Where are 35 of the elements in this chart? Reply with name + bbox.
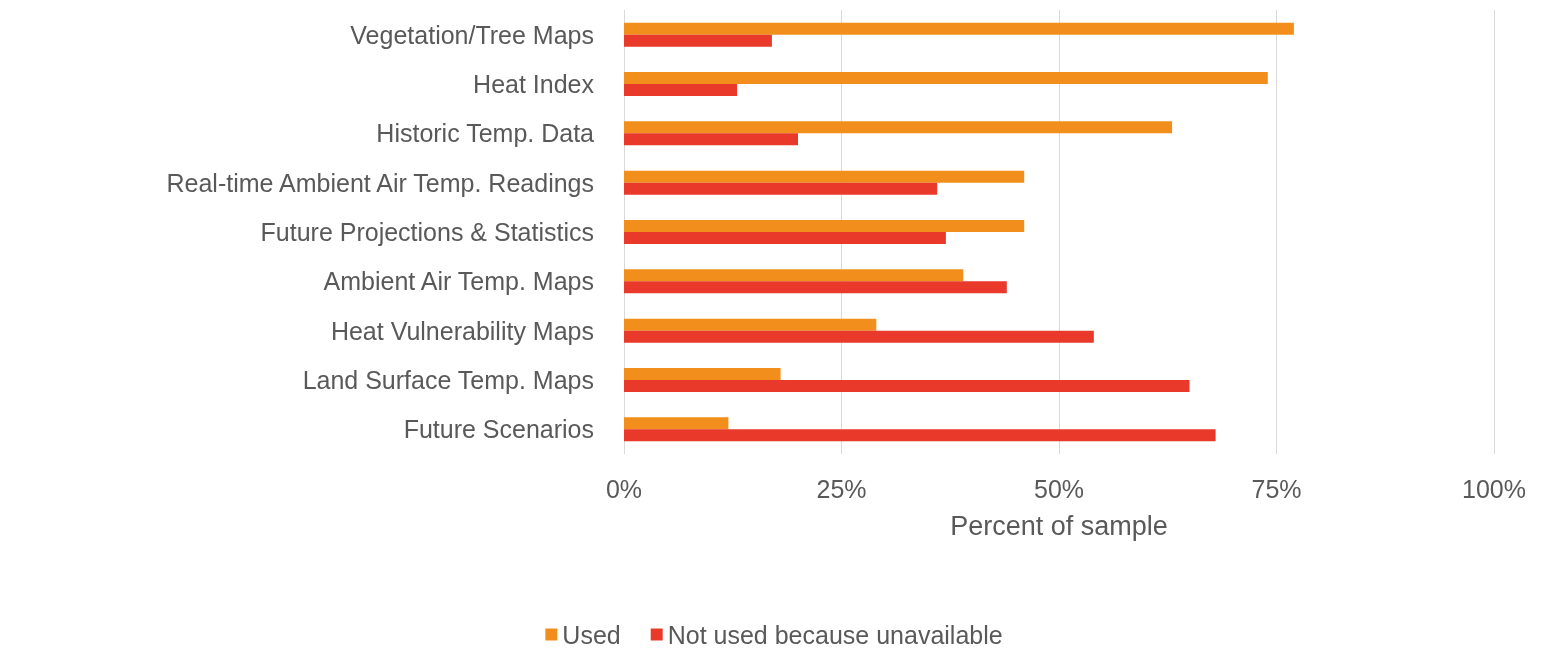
y-tick-label: Heat Vulnerability Maps <box>330 316 594 345</box>
x-tick-label: 50% <box>1033 474 1085 503</box>
bar <box>624 330 1094 343</box>
bar <box>624 72 1268 84</box>
x-tick-label: 0% <box>605 474 643 503</box>
y-tick-label: Historic Temp. Data <box>376 119 595 148</box>
bar <box>624 170 1025 183</box>
bar <box>624 22 1294 35</box>
y-tick-label: Vegetation/Tree Maps <box>350 20 594 49</box>
bar <box>624 269 964 282</box>
y-tick-label: Real-time Ambient Air Temp. Readings <box>166 168 594 197</box>
y-tick-label: Future Scenarios <box>403 415 594 444</box>
bar <box>624 429 1216 442</box>
x-tick-label: 25% <box>816 474 867 503</box>
legend-label: Not used because unavailable <box>667 620 1003 649</box>
x-tick-label: 100% <box>1462 474 1526 503</box>
bar <box>624 84 738 96</box>
bar <box>624 417 729 430</box>
x-axis-title: Percent of sample <box>950 510 1168 541</box>
y-tick-label: Future Projections & Statistics <box>260 218 594 246</box>
y-tick-label: Land Surface Temp. Maps <box>302 366 594 394</box>
bar <box>624 182 938 195</box>
bar <box>624 133 798 146</box>
bar <box>624 368 781 380</box>
legend-label: Used <box>562 620 621 649</box>
bar <box>624 380 1190 392</box>
y-tick-label: Heat Index <box>473 70 595 98</box>
bar <box>624 121 1173 134</box>
bar <box>624 318 877 331</box>
bar <box>624 34 772 47</box>
bar <box>624 232 946 244</box>
bar <box>624 281 1007 294</box>
y-tick-label: Ambient Air Temp. Maps <box>323 267 594 296</box>
bar <box>624 220 1025 232</box>
x-tick-label: 75% <box>1251 474 1302 503</box>
